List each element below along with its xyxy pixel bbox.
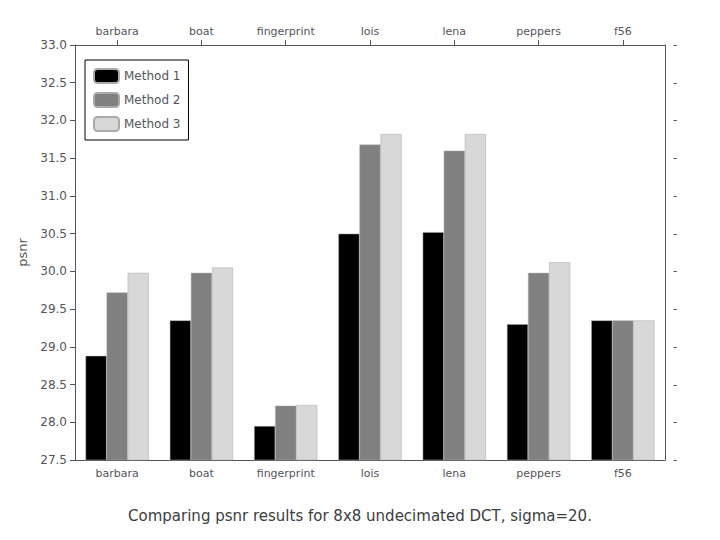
svg-text:29.0: 29.0 — [40, 340, 67, 354]
svg-text:lois: lois — [361, 467, 380, 480]
svg-text:f56: f56 — [614, 25, 632, 38]
svg-text:lena: lena — [443, 25, 467, 38]
svg-text:-: - — [673, 76, 677, 90]
svg-text:peppers: peppers — [516, 467, 561, 480]
svg-text:-: - — [673, 227, 677, 241]
svg-text:-: - — [673, 453, 677, 467]
svg-text:barbara: barbara — [96, 467, 139, 480]
svg-text:boat: boat — [189, 25, 214, 38]
svg-text:32.0: 32.0 — [40, 113, 67, 127]
svg-text:-: - — [673, 302, 677, 316]
svg-text:30.0: 30.0 — [40, 264, 67, 278]
svg-text:Method 1: Method 1 — [124, 69, 180, 83]
svg-text:-: - — [673, 264, 677, 278]
svg-text:-: - — [673, 189, 677, 203]
svg-text:boat: boat — [189, 467, 214, 480]
svg-text:27.5: 27.5 — [40, 453, 67, 467]
svg-text:peppers: peppers — [516, 25, 561, 38]
svg-text:barbara: barbara — [96, 25, 139, 38]
svg-text:-: - — [673, 415, 677, 429]
svg-text:33.0: 33.0 — [40, 38, 67, 52]
svg-text:32.5: 32.5 — [40, 76, 67, 90]
svg-text:-: - — [673, 378, 677, 392]
svg-text:31.0: 31.0 — [40, 189, 67, 203]
svg-text:f56: f56 — [614, 467, 632, 480]
svg-text:29.5: 29.5 — [40, 302, 67, 316]
svg-text:fingerprint: fingerprint — [257, 467, 316, 480]
svg-text:-: - — [673, 38, 677, 52]
svg-text:Method 3: Method 3 — [124, 117, 180, 131]
svg-text:30.5: 30.5 — [40, 227, 67, 241]
svg-text:psnr: psnr — [15, 238, 30, 267]
svg-text:Method 2: Method 2 — [124, 93, 180, 107]
svg-text:lena: lena — [443, 467, 467, 480]
svg-text:31.5: 31.5 — [40, 151, 67, 165]
svg-text:Comparing psnr results for 8x8: Comparing psnr results for 8x8 undecimat… — [128, 507, 592, 525]
svg-text:28.5: 28.5 — [40, 378, 67, 392]
svg-text:fingerprint: fingerprint — [257, 25, 316, 38]
svg-text:-: - — [673, 151, 677, 165]
svg-text:-: - — [673, 113, 677, 127]
svg-text:28.0: 28.0 — [40, 415, 67, 429]
svg-text:lois: lois — [361, 25, 380, 38]
svg-text:-: - — [673, 340, 677, 354]
